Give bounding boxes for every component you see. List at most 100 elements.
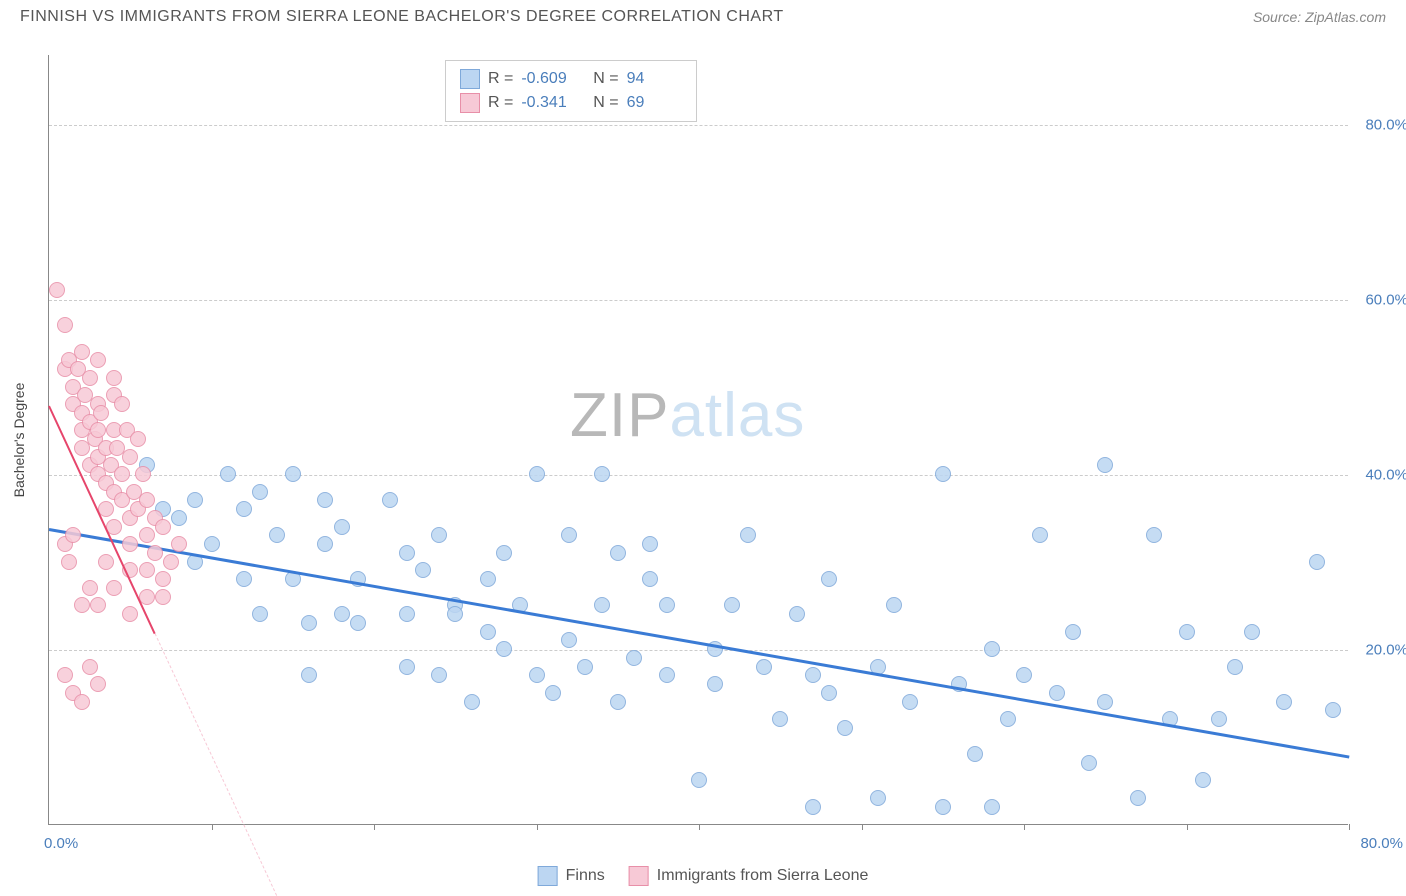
x-tick	[212, 824, 213, 830]
data-point	[480, 571, 496, 587]
data-point	[1065, 624, 1081, 640]
data-point	[642, 571, 658, 587]
data-point	[163, 554, 179, 570]
data-point	[984, 799, 1000, 815]
data-point	[334, 606, 350, 622]
data-point	[65, 527, 81, 543]
x-tick	[1024, 824, 1025, 830]
data-point	[155, 589, 171, 605]
data-point	[82, 580, 98, 596]
data-point	[82, 659, 98, 675]
data-point	[870, 790, 886, 806]
chart-header: FINNISH VS IMMIGRANTS FROM SIERRA LEONE …	[0, 0, 1406, 26]
stats-box: R = -0.609 N = 94R = -0.341 N = 69	[445, 60, 697, 122]
data-point	[529, 667, 545, 683]
data-point	[756, 659, 772, 675]
stats-row: R = -0.341 N = 69	[460, 91, 682, 115]
data-point	[431, 667, 447, 683]
data-point	[431, 527, 447, 543]
y-tick-label: 80.0%	[1353, 117, 1406, 134]
data-point	[317, 492, 333, 508]
x-axis-end-label: 80.0%	[1360, 835, 1403, 852]
chart-title: FINNISH VS IMMIGRANTS FROM SIERRA LEONE …	[20, 8, 784, 26]
y-tick-label: 60.0%	[1353, 292, 1406, 309]
data-point	[171, 536, 187, 552]
x-tick	[1349, 824, 1350, 830]
bottom-legend: Finns Immigrants from Sierra Leone	[538, 866, 869, 886]
data-point	[1130, 790, 1146, 806]
data-point	[545, 685, 561, 701]
data-point	[90, 352, 106, 368]
data-point	[399, 659, 415, 675]
y-axis-label: Bachelor's Degree	[11, 382, 27, 497]
legend-label: Immigrants from Sierra Leone	[657, 867, 869, 885]
data-point	[1211, 711, 1227, 727]
data-point	[577, 659, 593, 675]
data-point	[399, 545, 415, 561]
data-point	[1081, 755, 1097, 771]
data-point	[789, 606, 805, 622]
data-point	[220, 466, 236, 482]
data-point	[171, 510, 187, 526]
data-point	[821, 571, 837, 587]
data-point	[610, 545, 626, 561]
data-point	[122, 536, 138, 552]
chart-source: Source: ZipAtlas.com	[1253, 9, 1386, 25]
data-point	[1309, 554, 1325, 570]
data-point	[561, 527, 577, 543]
data-point	[642, 536, 658, 552]
data-point	[935, 799, 951, 815]
data-point	[772, 711, 788, 727]
x-tick	[699, 824, 700, 830]
data-point	[122, 606, 138, 622]
data-point	[1244, 624, 1260, 640]
gridline	[49, 475, 1348, 476]
data-point	[594, 597, 610, 613]
data-point	[415, 562, 431, 578]
stat-n-label: N =	[584, 94, 618, 112]
data-point	[139, 527, 155, 543]
data-point	[496, 545, 512, 561]
data-point	[610, 694, 626, 710]
data-point	[334, 519, 350, 535]
data-point	[464, 694, 480, 710]
data-point	[57, 317, 73, 333]
data-point	[967, 746, 983, 762]
data-point	[805, 799, 821, 815]
data-point	[106, 370, 122, 386]
data-point	[1032, 527, 1048, 543]
data-point	[529, 466, 545, 482]
data-point	[114, 466, 130, 482]
data-point	[1325, 702, 1341, 718]
data-point	[106, 580, 122, 596]
data-point	[90, 676, 106, 692]
data-point	[350, 615, 366, 631]
legend-item: Immigrants from Sierra Leone	[629, 866, 869, 886]
stat-n-value: 94	[627, 70, 682, 88]
data-point	[74, 694, 90, 710]
data-point	[93, 405, 109, 421]
data-point	[285, 466, 301, 482]
series-swatch	[460, 93, 480, 113]
data-point	[740, 527, 756, 543]
y-tick-label: 40.0%	[1353, 467, 1406, 484]
data-point	[74, 597, 90, 613]
data-point	[252, 484, 268, 500]
data-point	[1146, 527, 1162, 543]
trend-line	[154, 633, 277, 896]
data-point	[130, 431, 146, 447]
data-point	[496, 641, 512, 657]
data-point	[49, 282, 65, 298]
data-point	[1097, 457, 1113, 473]
data-point	[155, 571, 171, 587]
data-point	[252, 606, 268, 622]
legend-item: Finns	[538, 866, 605, 886]
stat-r-value: -0.609	[521, 70, 576, 88]
data-point	[659, 597, 675, 613]
data-point	[269, 527, 285, 543]
gridline	[49, 125, 1348, 126]
data-point	[1276, 694, 1292, 710]
data-point	[626, 650, 642, 666]
data-point	[57, 667, 73, 683]
x-axis-start-label: 0.0%	[44, 835, 78, 852]
